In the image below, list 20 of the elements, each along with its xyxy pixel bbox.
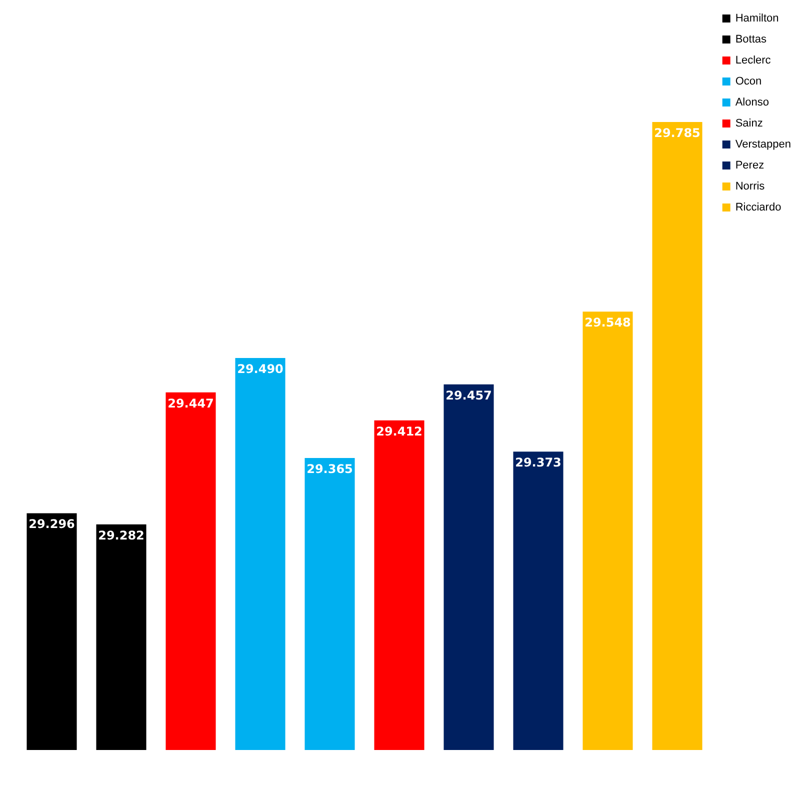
data-label: 29.490	[237, 362, 284, 376]
data-label: 29.412	[376, 424, 422, 438]
legend-label: Verstappen	[735, 138, 791, 150]
data-label: 29.785	[654, 126, 700, 140]
data-label: 29.447	[168, 396, 214, 410]
data-label: 29.373	[515, 456, 562, 470]
legend-label: Hamilton	[735, 12, 779, 24]
data-label: 29.365	[306, 462, 353, 476]
legend-label: Ricciardo	[735, 202, 782, 214]
data-label: 29.282	[98, 528, 144, 542]
legend-label: Ocon	[735, 76, 762, 88]
legend-label: Leclerc	[735, 54, 772, 66]
legend-label: Norris	[735, 180, 766, 192]
legend-label: Perez	[735, 160, 764, 172]
data-label: 29.296	[28, 517, 75, 532]
data-label: 29.548	[584, 316, 631, 330]
data-label: 29.457	[446, 388, 492, 402]
legend-label: Alonso	[735, 96, 769, 108]
legend-label: Sainz	[735, 118, 763, 130]
legend-label: Bottas	[735, 34, 768, 46]
